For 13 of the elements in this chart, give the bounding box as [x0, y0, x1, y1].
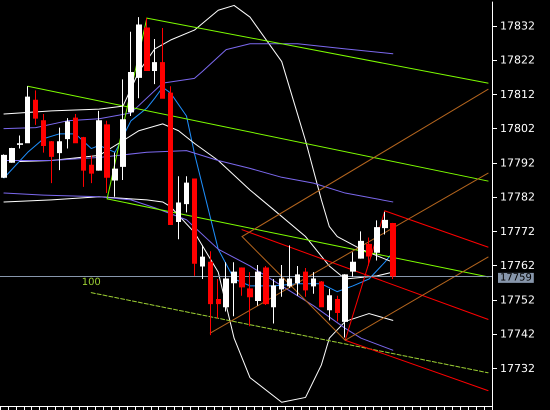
y-tick-label: 17792	[500, 156, 535, 170]
series-label: 100	[82, 277, 101, 288]
y-tick-label: 17782	[500, 190, 535, 204]
y-tick-label: 17822	[500, 54, 535, 67]
y-tick-label: 17742	[500, 328, 535, 341]
y-tick-label: 17752	[500, 293, 535, 306]
y-tick-label: 17772	[500, 224, 535, 238]
y-tick-label: 17832	[500, 19, 535, 32]
y-tick-label: 17802	[500, 122, 535, 136]
y-tick-label: 17732	[500, 362, 535, 375]
y-tick-label: 17762	[500, 259, 535, 272]
ref-line-label: 17759	[500, 272, 532, 284]
y-tick-label: 17812	[500, 88, 535, 101]
